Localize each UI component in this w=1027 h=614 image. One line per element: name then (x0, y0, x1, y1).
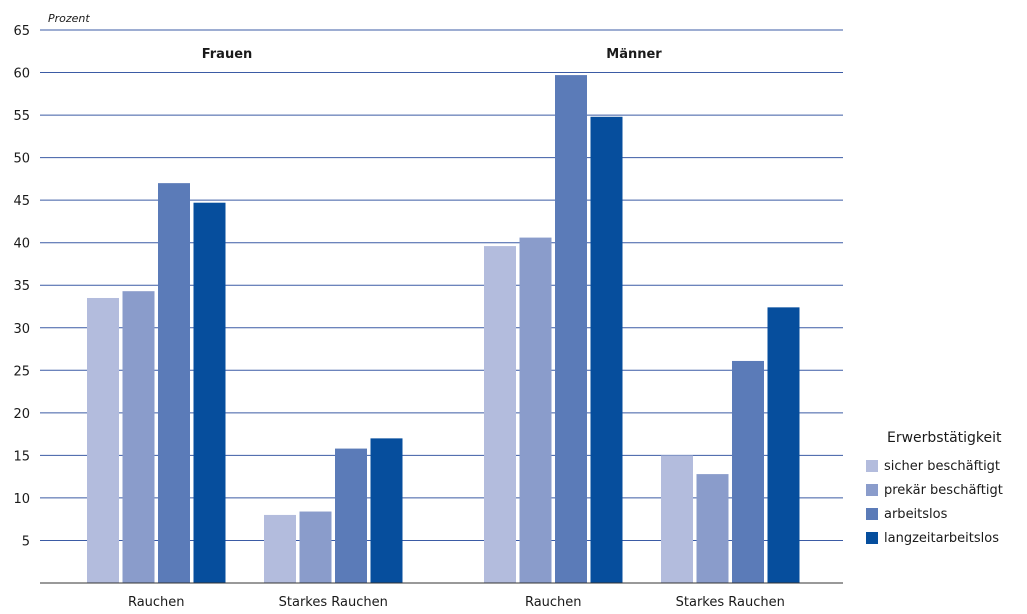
panel-labels: Frauen Männer (202, 47, 663, 62)
bar (555, 75, 587, 584)
y-tick-label: 10 (13, 492, 30, 507)
panel-label: Frauen (202, 47, 253, 62)
y-tick-label: 20 (13, 407, 30, 422)
legend-items: sicher beschäftigt prekär beschäftigt arbe… (866, 454, 1003, 550)
bar (370, 438, 403, 583)
bar (661, 455, 693, 583)
y-tick-label: 60 (13, 67, 30, 82)
legend: Erwerbstätigkeit sicher beschäftigt prekä… (866, 428, 1003, 550)
legend-item: arbeitslos (866, 502, 1003, 526)
x-category-label: Starkes Rauchen (676, 595, 785, 610)
legend-swatch (866, 484, 878, 496)
y-tick-label: 50 (13, 152, 30, 167)
bar (484, 246, 516, 583)
y-unit-label: Prozent (48, 12, 90, 25)
category-labels: Rauchen Starkes Rauchen Rauchen Starkes Rau… (128, 595, 785, 610)
bar (87, 297, 119, 583)
legend-label: arbeitslos (884, 506, 948, 522)
y-tick-label: 35 (13, 279, 30, 294)
bar (299, 511, 332, 583)
y-tick-label: 55 (13, 109, 30, 124)
bars (87, 75, 800, 584)
panel-label: Männer (606, 47, 662, 62)
x-category-label: Rauchen (128, 595, 185, 610)
legend-item: prekär beschäftigt (866, 478, 1003, 502)
y-axis-ticks: 5 10 15 20 25 30 35 40 45 50 55 60 65 (13, 24, 30, 549)
y-tick-label: 65 (13, 24, 30, 39)
y-tick-label: 25 (13, 364, 30, 379)
legend-label: prekär beschäftigt (884, 482, 1003, 498)
y-tick-label: 30 (13, 322, 30, 337)
bar (767, 307, 800, 583)
x-category-label: Rauchen (525, 595, 582, 610)
bar (122, 291, 155, 583)
bar (696, 474, 729, 583)
y-tick-label: 40 (13, 237, 30, 252)
y-tick-label: 15 (13, 449, 30, 464)
legend-label: langzeitarbeitslos (884, 530, 999, 546)
x-category-label: Starkes Rauchen (279, 595, 388, 610)
y-tick-label: 45 (13, 194, 30, 209)
legend-swatch (866, 508, 878, 520)
bar (158, 183, 190, 583)
bar (193, 202, 226, 583)
bar (590, 116, 623, 583)
bar (519, 237, 552, 583)
legend-item: sicher beschäftigt (866, 454, 1003, 478)
bar (335, 448, 367, 583)
legend-title: Erwerbstätigkeit (887, 430, 1002, 446)
legend-swatch (866, 532, 878, 544)
bar (264, 514, 296, 583)
bar (732, 360, 764, 583)
legend-swatch (866, 460, 878, 472)
y-tick-label: 5 (22, 534, 30, 549)
legend-item: langzeitarbeitslos (866, 526, 1003, 550)
legend-label: sicher beschäftigt (884, 458, 1001, 474)
